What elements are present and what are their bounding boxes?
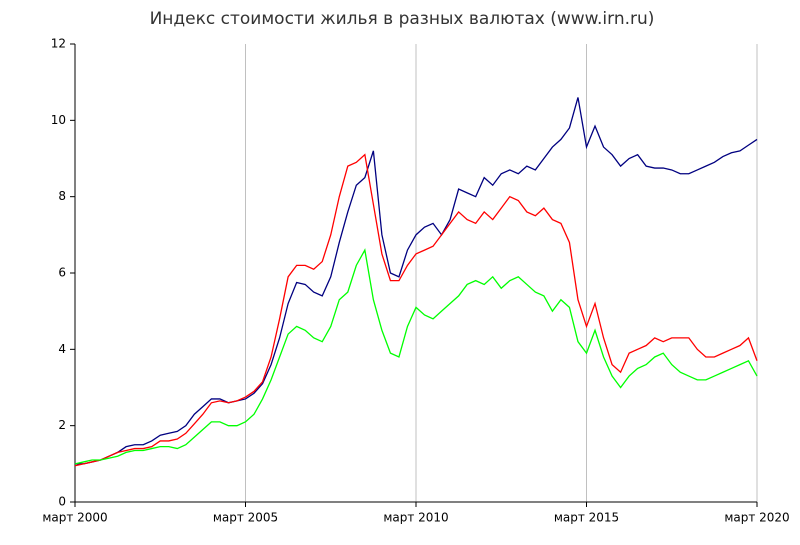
series-line [75,97,758,465]
y-tick-label: 4 [58,342,66,356]
x-tick-label: март 2015 [554,511,619,525]
x-tick-label: март 2000 [42,511,107,525]
x-tick-label: март 2020 [724,511,789,525]
x-tick-label: март 2005 [213,511,278,525]
y-tick-label: 2 [58,418,66,432]
y-tick-label: 10 [51,113,66,127]
y-tick-label: 12 [51,37,66,51]
y-tick-label: 0 [58,495,66,509]
y-tick-label: 6 [58,266,66,280]
y-tick-label: 8 [58,189,66,203]
x-tick-label: март 2010 [383,511,448,525]
chart-title: Индекс стоимости жилья в разных валютах … [150,9,655,29]
series-line [74,248,758,465]
series-line [74,153,758,467]
